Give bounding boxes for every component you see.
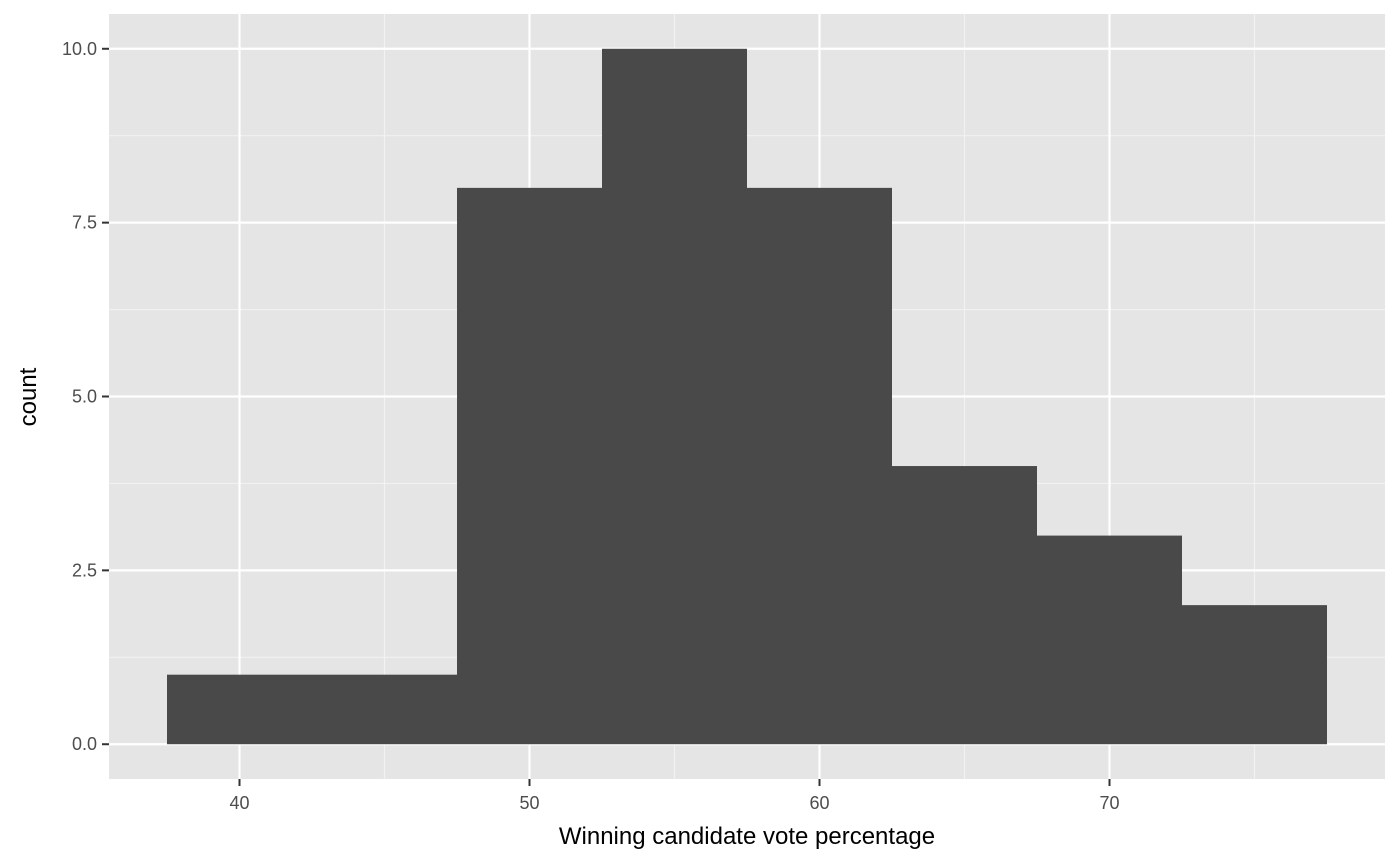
histogram-bar (167, 674, 312, 745)
histogram-bar (1037, 535, 1182, 745)
x-tick-label: 50 (519, 793, 539, 813)
x-tick-label: 70 (1099, 793, 1119, 813)
y-axis: 0.0 2.5 5.0 7.5 10.0 (62, 39, 109, 754)
histogram-bars (167, 48, 1327, 745)
histogram-bar (602, 48, 747, 745)
y-tick-label: 10.0 (62, 39, 97, 59)
x-axis: 40 50 60 70 (229, 779, 1120, 813)
histogram-bar (892, 466, 1037, 745)
histogram-bar (457, 187, 602, 745)
x-axis-title: Winning candidate vote percentage (559, 823, 935, 850)
y-axis-title: count (15, 367, 42, 426)
y-tick-label: 0.0 (72, 734, 97, 754)
y-tick-label: 5.0 (72, 387, 97, 407)
histogram-bar (1182, 605, 1327, 745)
y-tick-label: 7.5 (72, 213, 97, 233)
histogram-bar (312, 674, 457, 745)
x-tick-label: 40 (229, 793, 249, 813)
x-tick-label: 60 (809, 793, 829, 813)
histogram-bar (747, 187, 892, 745)
y-tick-label: 2.5 (72, 560, 97, 580)
